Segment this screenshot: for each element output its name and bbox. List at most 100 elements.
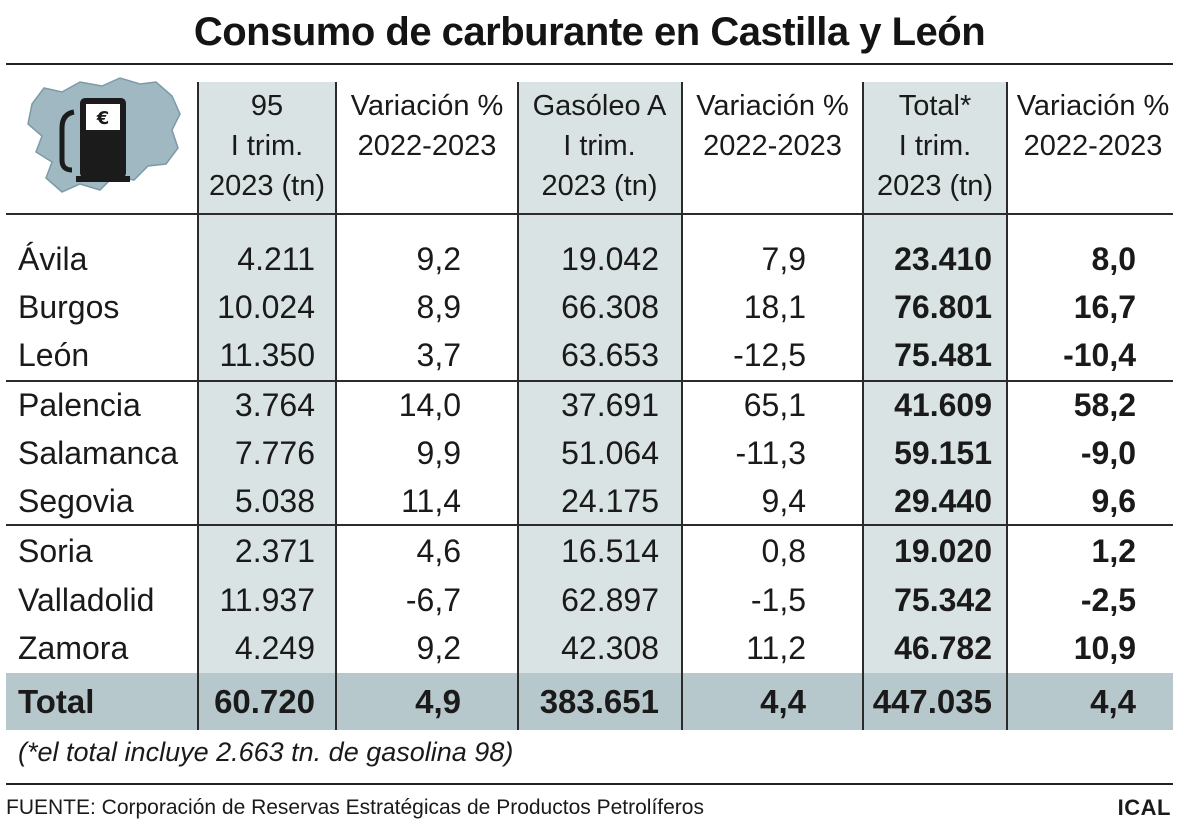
- table-row: Palencia 3.764 14,0 37.691 65,1 41.609 5…: [0, 381, 1179, 429]
- cell-95: 2.371: [234, 533, 315, 569]
- cell-var-95: 9,2: [416, 630, 461, 666]
- cell-total: 76.801: [894, 289, 992, 325]
- cell-var-95: 11,4: [401, 483, 461, 519]
- table-row: Valladolid 11.937 -6,7 62.897 -1,5 75.34…: [0, 576, 1179, 624]
- cell-var-total: 16,7: [1073, 289, 1136, 325]
- cell-total: 23.410: [894, 241, 992, 277]
- cell-var-gasoleo: 7,9: [761, 241, 806, 277]
- col-divider: [517, 82, 519, 730]
- cell-var-total: -9,0: [1080, 435, 1136, 471]
- province-name: Ávila: [18, 241, 88, 277]
- cell-95: 11.350: [219, 337, 316, 373]
- euro-symbol: €: [96, 108, 110, 129]
- col-divider: [681, 82, 683, 730]
- cell-gasoleo: 63.653: [561, 337, 659, 373]
- cell-total: 75.481: [894, 337, 992, 373]
- cell-var-total: 9,6: [1091, 483, 1136, 519]
- province-name: Soria: [18, 533, 93, 569]
- header-variacion-gasoleo: Variación % 2022-2023: [696, 90, 849, 162]
- cell-gasoleo: 51.064: [561, 435, 659, 471]
- top-rule: [6, 63, 1173, 65]
- col-divider: [197, 82, 199, 730]
- table-row: Segovia 5.038 11,4 24.175 9,4 29.440 9,6: [0, 477, 1179, 525]
- cell-var-95: 14,0: [398, 387, 461, 423]
- cell-var-gasoleo: 65,1: [743, 387, 806, 423]
- total-var-95: 4,9: [415, 683, 461, 720]
- cell-95: 10.024: [217, 289, 315, 325]
- cell-95: 4.249: [234, 630, 315, 666]
- shade-col-gasoleo: [518, 82, 681, 673]
- cell-gasoleo: 19.042: [561, 241, 659, 277]
- cell-gasoleo: 16.514: [561, 533, 659, 569]
- cell-var-gasoleo: -1,5: [750, 582, 806, 618]
- cell-95: 7.776: [234, 435, 315, 471]
- table-row: Burgos 10.024 8,9 66.308 18,1 76.801 16,…: [0, 283, 1179, 331]
- col-divider: [197, 673, 199, 730]
- group-rule: [6, 524, 1173, 526]
- cell-total: 41.609: [894, 387, 992, 423]
- cell-var-total: 1,2: [1091, 533, 1136, 569]
- col-divider: [1006, 673, 1008, 730]
- cell-var-total: 58,2: [1073, 387, 1136, 423]
- province-name: León: [18, 337, 90, 373]
- col-divider: [862, 82, 864, 730]
- cell-95: 11.937: [219, 582, 316, 618]
- total-label: Total: [18, 683, 95, 720]
- col-divider: [335, 82, 337, 730]
- cell-var-total: 10,9: [1073, 630, 1136, 666]
- total-gasoleo: 383.651: [539, 683, 659, 720]
- cell-var-95: 9,9: [416, 435, 461, 471]
- cell-95: 5.038: [234, 483, 315, 519]
- col-divider: [1006, 82, 1008, 730]
- cell-var-95: 3,7: [416, 337, 461, 373]
- cell-total: 19.020: [894, 533, 992, 569]
- cell-gasoleo: 62.897: [561, 582, 659, 618]
- table-row: Soria 2.371 4,6 16.514 0,8 19.020 1,2: [0, 527, 1179, 575]
- total-95: 60.720: [214, 683, 315, 720]
- shade-col-total: [863, 82, 1007, 673]
- total-var-total: 4,4: [1090, 683, 1136, 720]
- province-name: Burgos: [18, 289, 120, 325]
- total-var-gasoleo: 4,4: [760, 683, 806, 720]
- cell-var-total: -2,5: [1080, 582, 1136, 618]
- header-variacion-total: Variación % 2022-2023: [1016, 90, 1170, 162]
- cell-var-gasoleo: -11,3: [735, 435, 806, 471]
- group-rule: [6, 380, 1173, 382]
- col-divider: [862, 673, 864, 730]
- total-row-background: [6, 673, 1173, 730]
- cell-var-total: 8,0: [1091, 241, 1136, 277]
- cell-var-95: -6,7: [405, 582, 461, 618]
- cell-var-gasoleo: 11,2: [746, 630, 806, 666]
- table-row: Ávila 4.211 9,2 19.042 7,9 23.410 8,0: [0, 235, 1179, 283]
- cell-95: 3.764: [234, 387, 315, 423]
- cell-var-gasoleo: 18,1: [743, 289, 806, 325]
- fuel-pump-map-icon: €: [27, 77, 181, 193]
- total-row: Total 60.720 4,9 383.651 4,4 447.035 4,4: [0, 673, 1179, 730]
- cell-var-gasoleo: -12,5: [733, 337, 806, 373]
- cell-var-95: 9,2: [416, 241, 461, 277]
- source-credit: FUENTE: Corporación de Reservas Estratég…: [6, 796, 704, 819]
- cell-total: 46.782: [894, 630, 992, 666]
- header-variacion-95: Variación % 2022-2023: [350, 90, 504, 162]
- cell-gasoleo: 42.308: [561, 630, 659, 666]
- cell-gasoleo: 37.691: [561, 387, 659, 423]
- province-name: Salamanca: [18, 435, 179, 471]
- brand-logo: ICAL: [1117, 795, 1171, 820]
- table-row: Salamanca 7.776 9,9 51.064 -11,3 59.151 …: [0, 429, 1179, 477]
- col-divider: [681, 673, 683, 730]
- col-divider: [335, 673, 337, 730]
- shade-col-95: [198, 82, 336, 673]
- cell-var-gasoleo: 9,4: [761, 483, 806, 519]
- total-total: 447.035: [872, 683, 992, 720]
- bottom-rule: [6, 783, 1173, 785]
- province-name: Palencia: [18, 387, 141, 423]
- cell-total: 75.342: [894, 582, 992, 618]
- page-title: Consumo de carburante en Castilla y León: [193, 10, 986, 54]
- cell-total: 29.440: [894, 483, 992, 519]
- table-row: Zamora 4.249 9,2 42.308 11,2 46.782 10,9: [0, 624, 1179, 672]
- col-divider: [517, 673, 519, 730]
- cell-var-95: 8,9: [416, 289, 461, 325]
- footnote: (*el total incluye 2.663 tn. de gasolina…: [18, 737, 514, 767]
- header-total: Total* I trim. 2023 (tn): [876, 90, 994, 202]
- cell-gasoleo: 66.308: [561, 289, 659, 325]
